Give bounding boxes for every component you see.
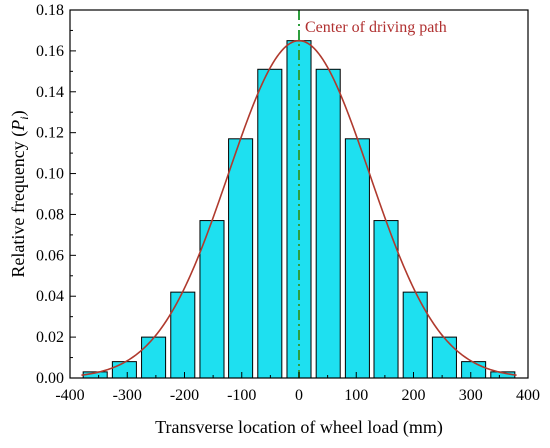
y-axis: 0.00 0.02 0.04 0.06 0.08 0.10 0.12 0.14 0.16 0.18 xyxy=(36,2,76,387)
bar xyxy=(315,68,341,379)
x-tick-label: 300 xyxy=(459,387,483,404)
x-tick-label: 0 xyxy=(295,387,303,404)
x-tick-label: -400 xyxy=(55,387,84,404)
y-tick-label: 0.18 xyxy=(36,2,64,19)
y-axis-title: Relative frequency (Pi) xyxy=(8,110,31,277)
bar xyxy=(373,220,399,379)
x-axis-title: Transverse location of wheel load (mm) xyxy=(155,417,443,438)
y-tick-label: 0.12 xyxy=(36,125,64,142)
x-axis: -400 -300 -200 -100 0 100 200 300 400 xyxy=(55,372,540,404)
bar xyxy=(228,138,254,379)
y-tick-label: 0.06 xyxy=(36,247,64,264)
y-tick-label: 0.08 xyxy=(36,206,64,223)
bar xyxy=(431,336,457,379)
y-tick-label: 0.16 xyxy=(36,43,64,60)
y-axis-title-symbol: P xyxy=(8,120,28,132)
x-tick-label: -300 xyxy=(113,387,142,404)
y-axis-title-subscript: i xyxy=(17,116,31,119)
x-tick-label: -100 xyxy=(227,387,256,404)
y-tick-label: 0.14 xyxy=(36,84,64,101)
bar xyxy=(170,291,196,379)
x-tick-label: 200 xyxy=(402,387,426,404)
y-tick-label: 0.10 xyxy=(36,166,64,183)
annotation-label: Center of driving path xyxy=(305,19,447,36)
y-tick-label: 0.04 xyxy=(36,288,64,305)
x-tick-label: 100 xyxy=(344,387,368,404)
y-tick-label: 0.02 xyxy=(36,329,64,346)
y-axis-title-prefix: Relative frequency ( xyxy=(8,131,29,278)
bars xyxy=(82,40,516,379)
x-tick-label: -200 xyxy=(170,387,199,404)
bar xyxy=(111,361,137,379)
y-axis-title-suffix: ) xyxy=(8,110,29,116)
bar xyxy=(141,336,167,379)
bar xyxy=(257,68,283,379)
y-tick-label: 0.00 xyxy=(36,370,64,387)
bar xyxy=(344,138,370,379)
fit-curve xyxy=(81,39,517,376)
bar xyxy=(402,291,428,379)
x-tick-label: 400 xyxy=(516,387,540,404)
bar xyxy=(461,361,487,379)
